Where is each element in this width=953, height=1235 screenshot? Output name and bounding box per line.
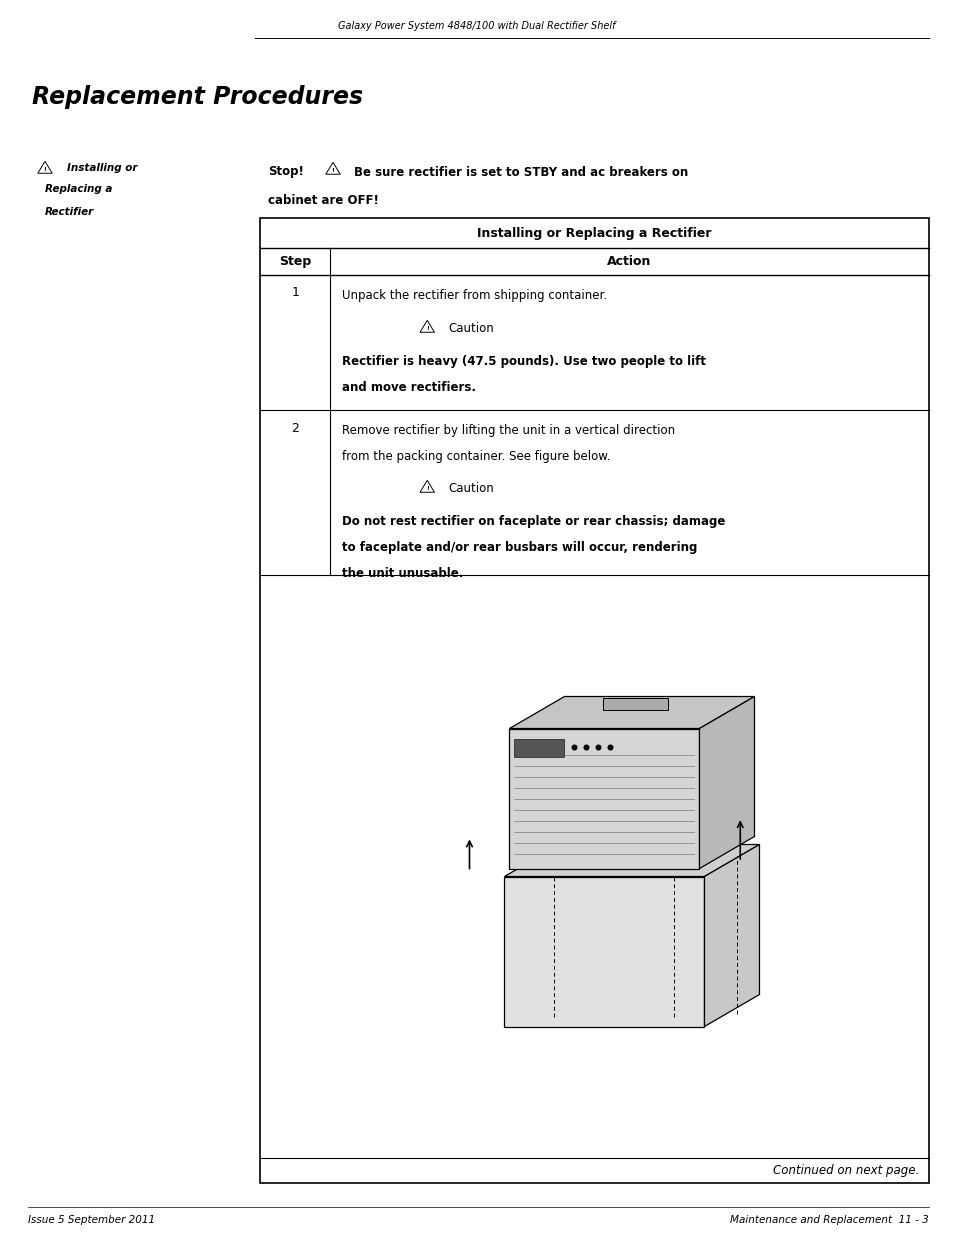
Text: the unit unusable.: the unit unusable. [342,567,463,580]
Text: from the packing container. See figure below.: from the packing container. See figure b… [342,450,610,463]
Bar [260,219,928,1183]
Text: Maintenance and Replacement  11 - 3: Maintenance and Replacement 11 - 3 [729,1215,928,1225]
Text: Replacing a: Replacing a [45,184,112,194]
Circle shape [571,745,577,751]
Text: Be sure rectifier is set to STBY and ac breakers on: Be sure rectifier is set to STBY and ac … [354,165,687,179]
Text: Rectifier: Rectifier [45,207,94,217]
Bar [504,877,703,1026]
Text: and move rectifiers.: and move rectifiers. [342,382,476,394]
Text: !: ! [425,326,428,331]
Bar [514,739,564,757]
Text: Rectifier is heavy (47.5 pounds). Use two people to lift: Rectifier is heavy (47.5 pounds). Use tw… [342,354,705,368]
Text: to faceplate and/or rear busbars will occur, rendering: to faceplate and/or rear busbars will oc… [342,541,697,555]
Text: Unpack the rectifier from shipping container.: Unpack the rectifier from shipping conta… [342,289,607,303]
Text: Action: Action [607,254,651,268]
Text: Remove rectifier by lifting the unit in a vertical direction: Remove rectifier by lifting the unit in … [342,424,675,437]
Text: !: ! [332,168,335,173]
Text: 1: 1 [291,287,298,300]
Bar [509,729,699,868]
Polygon shape [703,845,759,1026]
Text: 2: 2 [291,421,298,435]
Text: Replacement Procedures: Replacement Procedures [32,85,363,109]
Text: Caution: Caution [448,482,494,494]
Text: cabinet are OFF!: cabinet are OFF! [268,194,378,206]
Text: Continued on next page.: Continued on next page. [772,1165,918,1177]
Text: Caution: Caution [448,321,494,335]
Polygon shape [699,697,754,868]
Text: !: ! [425,485,428,492]
Circle shape [583,745,589,751]
Text: Installing or Replacing a Rectifier: Installing or Replacing a Rectifier [476,226,711,240]
Circle shape [595,745,601,751]
Bar [260,576,928,1158]
Text: Installing or: Installing or [67,163,137,173]
Text: Galaxy Power System 4848/100 with Dual Rectifier Shelf: Galaxy Power System 4848/100 with Dual R… [338,21,615,31]
Polygon shape [504,845,759,877]
Text: Do not rest rectifier on faceplate or rear chassis; damage: Do not rest rectifier on faceplate or re… [342,515,725,529]
Bar [603,698,668,709]
Circle shape [607,745,613,751]
Text: Step: Step [278,254,311,268]
Text: Issue 5 September 2011: Issue 5 September 2011 [28,1215,155,1225]
Polygon shape [509,697,754,729]
Text: !: ! [44,167,47,172]
Text: Stop!: Stop! [268,165,304,179]
